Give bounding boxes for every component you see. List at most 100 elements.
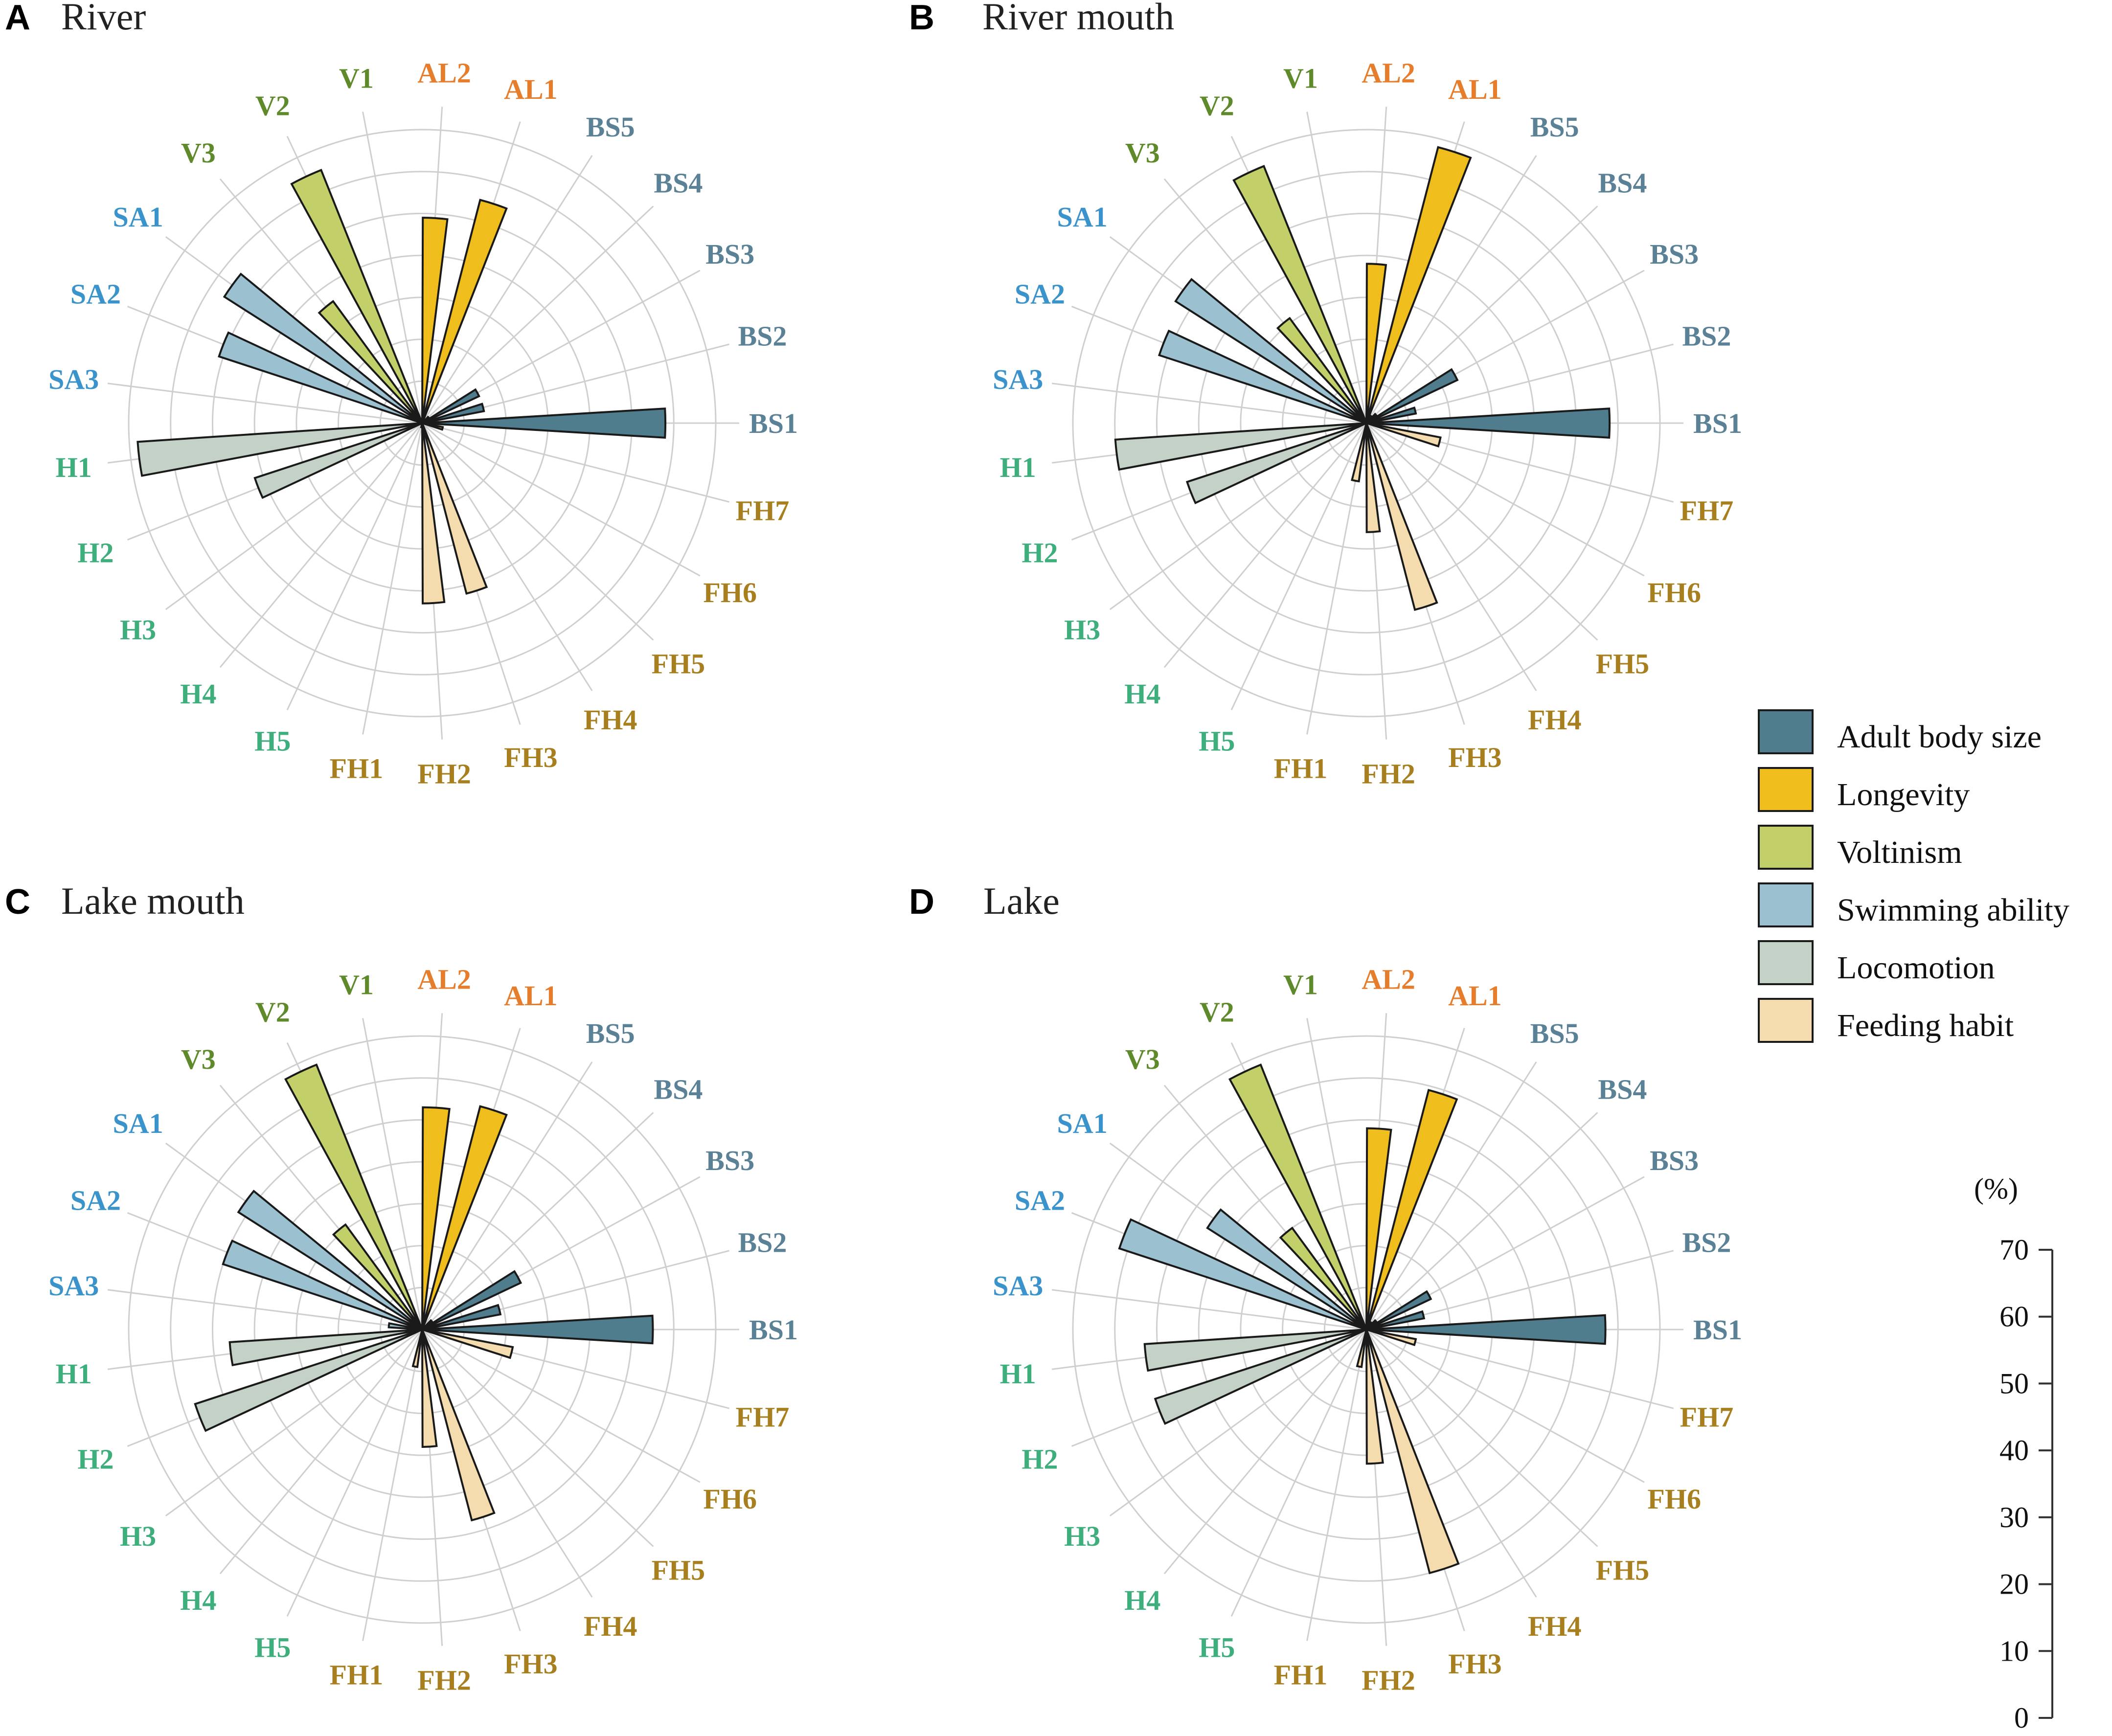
category-label-v2: V2 [255, 90, 290, 121]
bar-fh7 [1366, 422, 1442, 448]
grid-spoke [1365, 155, 1537, 424]
category-label-v2: V2 [1200, 90, 1234, 121]
category-label-h2: H2 [77, 537, 114, 568]
category-label-v3: V3 [181, 137, 216, 169]
polar-panel-d: BS1 BS2 BS3 BS4 BS5 AL1 AL2 V1 V2 V3 SA1 SA2 SA3 H1 H2… [993, 963, 1742, 1696]
grid-spoke [1109, 1329, 1367, 1517]
grid-spoke [422, 422, 701, 577]
category-label-h2: H2 [1022, 537, 1058, 568]
category-label-bs2: BS2 [1682, 1226, 1731, 1258]
legend-label-voltinism: Voltinism [1837, 834, 1962, 870]
category-label-h1: H1 [1000, 451, 1036, 483]
bar-al1 [421, 199, 508, 424]
category-label-fh4: FH4 [1528, 1610, 1582, 1642]
category-label-fh3: FH3 [504, 742, 558, 773]
grid-spoke [421, 1329, 593, 1598]
grid-spoke [286, 1329, 423, 1617]
bar-bs1 [1366, 407, 1611, 439]
panel-d-title: Lake [983, 879, 1060, 922]
category-label-al1: AL1 [504, 73, 558, 105]
category-label-v3: V3 [1125, 1043, 1160, 1075]
category-label-h3: H3 [1064, 1520, 1100, 1552]
bar-sa1 [223, 272, 423, 424]
panel-c-letter: C [5, 882, 30, 922]
bar-fh2 [421, 423, 446, 605]
bar-v3 [318, 300, 423, 424]
category-label-fh6: FH6 [703, 1483, 757, 1515]
bar-v3 [1279, 1226, 1367, 1330]
bar-fh3 [421, 1329, 496, 1522]
bar-h1 [1143, 1329, 1367, 1372]
bar-fh1 [1356, 1329, 1367, 1368]
category-label-sa3: SA3 [993, 1270, 1043, 1302]
category-label-sa1: SA1 [1057, 1107, 1108, 1139]
scale-tick-label: 10 [1999, 1635, 2029, 1667]
grid-spoke [165, 422, 423, 610]
panel-c-title: Lake mouth [61, 879, 245, 922]
bar-v3 [332, 1223, 423, 1330]
bar-al2 [421, 216, 449, 424]
grid-spoke [1306, 1329, 1367, 1641]
panel-a-title: River [61, 0, 146, 38]
legend-label-locomotion: Locomotion [1837, 950, 1995, 986]
grid-spoke [286, 423, 423, 710]
grid-spoke [1366, 422, 1645, 577]
category-label-sa1: SA1 [113, 201, 163, 233]
category-label-v3: V3 [1125, 137, 1160, 169]
grid-spoke [421, 1329, 654, 1547]
category-label-fh7: FH7 [1680, 1401, 1734, 1433]
category-label-fh2: FH2 [1362, 1665, 1415, 1696]
bar-bs1 [1366, 1314, 1607, 1345]
bar-fh7 [422, 1329, 514, 1359]
category-label-h5: H5 [1199, 725, 1235, 757]
category-label-fh4: FH4 [584, 704, 637, 736]
category-label-sa1: SA1 [1057, 201, 1108, 233]
bar-bs2 [422, 1304, 502, 1330]
grid-spoke [219, 423, 423, 668]
bar-fh1 [1351, 423, 1367, 483]
category-label-fh4: FH4 [1528, 704, 1582, 736]
category-label-h5: H5 [1199, 1632, 1235, 1664]
grid-spoke [1230, 1329, 1367, 1617]
grid-spoke [1109, 422, 1367, 610]
category-label-h3: H3 [120, 614, 156, 646]
bar-h1 [1114, 422, 1367, 471]
category-label-h2: H2 [77, 1443, 114, 1475]
category-label-bs2: BS2 [738, 320, 787, 352]
category-label-al2: AL2 [417, 963, 471, 995]
category-label-v1: V1 [339, 969, 374, 1001]
panel-b-title: River mouth [982, 0, 1174, 38]
bar-al1 [1365, 146, 1472, 424]
grid-spoke [107, 1289, 423, 1330]
category-label-fh7: FH7 [736, 495, 790, 527]
bar-bs2 [1366, 1310, 1426, 1330]
scale-tick-label: 50 [1999, 1367, 2029, 1399]
category-label-fh5: FH5 [1596, 1555, 1650, 1586]
grid-spoke [1365, 205, 1598, 424]
bar-fh7 [422, 422, 444, 431]
category-label-bs4: BS4 [654, 1073, 703, 1105]
legend-swatch-swimming [1758, 882, 1814, 927]
grid-spoke [1051, 1289, 1367, 1330]
bar-fh3 [421, 423, 488, 595]
category-label-fh6: FH6 [703, 577, 757, 609]
category-label-sa3: SA3 [48, 1270, 99, 1302]
category-label-fh5: FH5 [652, 1555, 705, 1586]
scale-tick-label: 30 [1999, 1501, 2029, 1533]
category-label-fh1: FH1 [330, 1659, 384, 1691]
category-label-fh7: FH7 [736, 1401, 790, 1433]
polar-panel-a: BS1 BS2 BS3 BS4 BS5 AL1 AL2 V1 V2 V3 SA1 SA2 SA3 H1 H2… [48, 57, 798, 789]
category-label-fh1: FH1 [1274, 752, 1328, 784]
bar-fh1 [411, 1329, 423, 1368]
grid-spoke [219, 1329, 423, 1575]
category-label-v1: V1 [1283, 63, 1318, 94]
category-label-bs4: BS4 [1598, 1073, 1647, 1105]
bar-h2 [1154, 1329, 1367, 1425]
radial-scale: (%) 0 10 20 30 40 50 60 70 [1974, 1172, 2053, 1734]
category-label-bs4: BS4 [654, 167, 703, 199]
bar-v2 [1228, 1063, 1367, 1330]
grid-spoke [1365, 1329, 1598, 1547]
bar-fh2 [1365, 1329, 1384, 1465]
bar-al1 [421, 1105, 508, 1330]
